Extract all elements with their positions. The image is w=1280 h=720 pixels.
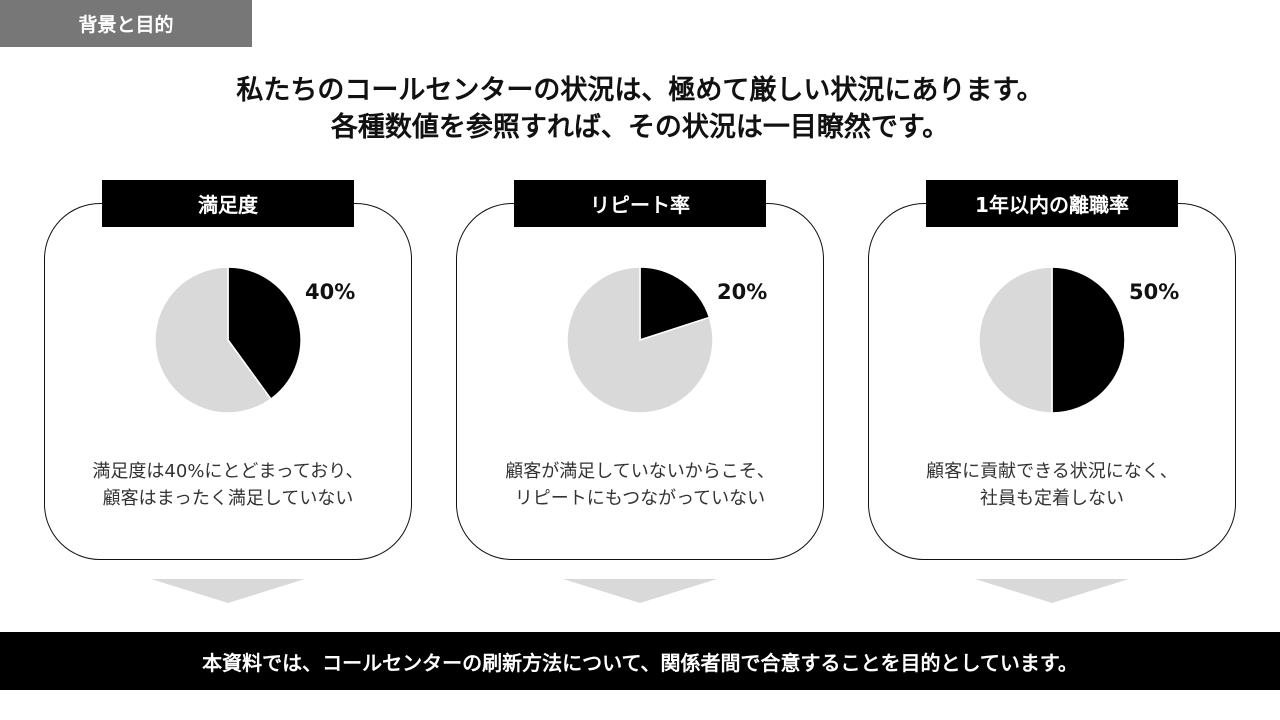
description-line-1: 顧客に貢献できる状況になく、 <box>926 461 1178 482</box>
headline-line-2: 各種数値を参照すれば、その状況は一目瞭然です。 <box>330 112 950 143</box>
card-label-turnover-rate: 1年以内の離職率 <box>926 180 1178 227</box>
pie-slice-remainder <box>978 266 1053 414</box>
card-description-turnover-rate: 顧客に貢献できる状況になく、 社員も定着しない <box>868 458 1236 512</box>
pie-slice-highlight <box>1051 266 1126 414</box>
description-line-2: 社員も定着しない <box>980 488 1124 509</box>
section-tag: 背景と目的 <box>0 0 252 47</box>
pie-chart-turnover-rate <box>978 266 1126 414</box>
down-arrow-icon <box>151 579 305 603</box>
pie-slice-highlight <box>227 266 302 401</box>
pie-slice-highlight <box>639 266 711 342</box>
description-line-1: 顧客が満足していないからこそ、 <box>505 461 775 482</box>
card-label-satisfaction: 満足度 <box>102 180 354 227</box>
card-description-repeat-rate: 顧客が満足していないからこそ、 リピートにもつながっていない <box>456 458 824 512</box>
description-line-1: 満足度は40%にとどまっており、 <box>92 461 364 482</box>
percent-label-satisfaction: 40% <box>305 280 356 304</box>
card-label-repeat-rate: リピート率 <box>514 180 766 227</box>
description-line-2: 顧客はまったく満足していない <box>102 488 354 509</box>
percent-label-turnover-rate: 50% <box>1129 280 1180 304</box>
headline-line-1: 私たちのコールセンターの状況は、極めて厳しい状況にあります。 <box>236 75 1044 106</box>
card-description-satisfaction: 満足度は40%にとどまっており、 顧客はまったく満足していない <box>44 458 412 512</box>
headline: 私たちのコールセンターの状況は、極めて厳しい状況にあります。 各種数値を参照すれ… <box>0 72 1280 146</box>
pie-slice-remainder <box>154 266 272 414</box>
description-line-2: リピートにもつながっていない <box>514 488 766 509</box>
purpose-banner: 本資料では、コールセンターの刷新方法について、関係者間で合意することを目的として… <box>0 632 1280 690</box>
pie-chart-satisfaction <box>154 266 302 414</box>
down-arrow-icon <box>975 579 1129 603</box>
pie-slice-remainder <box>566 266 714 414</box>
down-arrow-icon <box>563 579 717 603</box>
percent-label-repeat-rate: 20% <box>717 280 768 304</box>
pie-chart-repeat-rate <box>566 266 714 414</box>
